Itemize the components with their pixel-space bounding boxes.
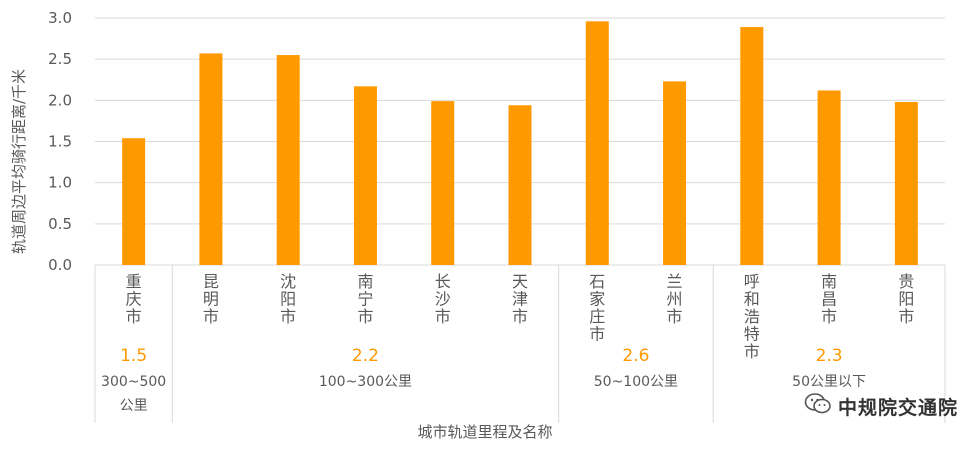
group-range-label: 50公里以下 — [792, 374, 866, 390]
watermark-text: 中规院交通院 — [837, 396, 958, 419]
group-range-label: 100~300公里 — [319, 374, 412, 390]
bar — [894, 101, 918, 265]
bar — [122, 138, 146, 265]
x-tick-label: 昆明市 — [203, 272, 219, 326]
x-tick-label: 南昌市 — [821, 272, 837, 326]
x-axis-title: 城市轨道里程及名称 — [417, 423, 552, 441]
x-tick-label: 长沙市 — [435, 272, 451, 326]
bar — [431, 101, 455, 265]
x-tick-label: 重庆市 — [126, 272, 142, 326]
x-tick-label: 兰州市 — [667, 272, 683, 326]
bar — [508, 105, 532, 265]
bar — [740, 27, 764, 265]
group-value-label: 2.2 — [352, 346, 379, 366]
bar — [585, 21, 609, 265]
bar — [663, 81, 687, 265]
group-value-label: 2.3 — [816, 346, 843, 366]
group-range-label: 300~500 公里 — [101, 374, 166, 414]
x-tick-label: 沈阳市 — [280, 272, 296, 326]
x-tick-label: 呼和浩特市 — [744, 272, 760, 361]
y-tick-label: 0.5 — [48, 215, 72, 233]
y-tick-label: 0.0 — [48, 256, 72, 274]
watermark: 中规院交通院 — [804, 392, 958, 420]
bar — [199, 53, 223, 265]
bar — [276, 55, 300, 265]
x-tick-label: 南宁市 — [357, 272, 373, 326]
y-axis-title: 轨道周边平均骑行距离/千米 — [10, 69, 28, 254]
group-value-label: 1.5 — [120, 346, 147, 366]
y-tick-label: 2.0 — [48, 91, 72, 109]
x-tick-label: 贵阳市 — [898, 272, 914, 326]
y-tick-label: 1.0 — [48, 174, 72, 192]
group-value-label: 2.6 — [622, 346, 649, 366]
group-range-label: 50~100公里 — [594, 374, 678, 390]
y-tick-label: 1.5 — [48, 133, 72, 151]
y-tick-label: 2.5 — [48, 50, 72, 68]
x-tick-label: 天津市 — [512, 272, 528, 326]
y-tick-label: 3.0 — [48, 9, 72, 27]
bar — [817, 90, 841, 265]
bar — [353, 86, 377, 265]
wechat-icon — [804, 392, 832, 420]
x-tick-label: 石家庄市 — [589, 272, 605, 344]
